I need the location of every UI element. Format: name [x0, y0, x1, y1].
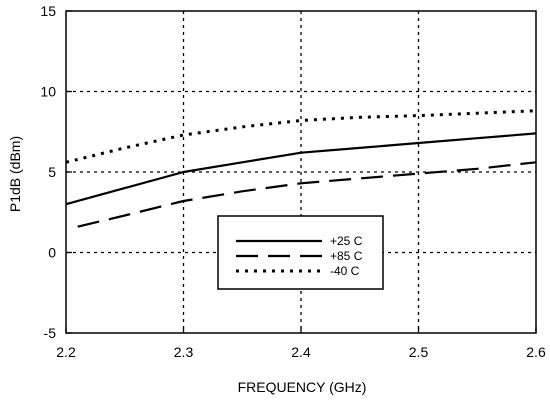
x-axis-label: FREQUENCY (GHz): [238, 379, 367, 395]
legend-label-series-2: +85 C: [330, 249, 363, 263]
legend-label-series-1: +25 C: [330, 234, 363, 248]
legend-label-series-3: -40 C: [330, 264, 360, 278]
series-line-2: [77, 161, 537, 228]
x-tick-label: 2.6: [526, 344, 546, 360]
legend-box: [217, 215, 384, 290]
y-tick-label: 0: [48, 245, 56, 261]
x-tick-label: 2.2: [56, 344, 76, 360]
y-tick-label: -5: [44, 325, 57, 341]
series-line-1: [65, 132, 537, 206]
axis-ticks: 2.2 2.3 2.4 2.5 2.6 15 10 5 0 -5: [40, 3, 546, 360]
data-series: [65, 109, 537, 228]
y-tick-label: 10: [40, 84, 56, 100]
legend: +25 C +85 C -40 C: [217, 215, 384, 290]
x-tick-label: 2.5: [409, 344, 429, 360]
x-tick-label: 2.4: [291, 344, 311, 360]
y-tick-label: 15: [40, 3, 56, 19]
x-tick-label: 2.3: [174, 344, 194, 360]
y-tick-label: 5: [48, 164, 56, 180]
y-axis-label: P1dB (dBm): [7, 136, 23, 212]
